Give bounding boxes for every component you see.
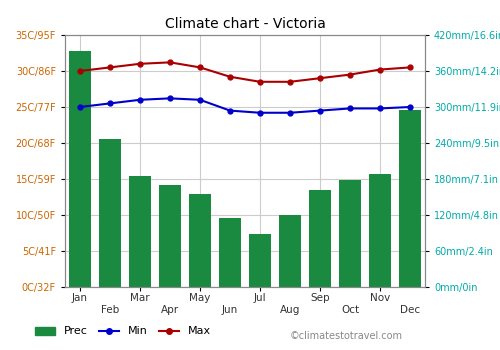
Bar (129, 176, 151, 287)
Bar (339, 180, 361, 287)
Bar (189, 194, 211, 287)
Text: ©climatestotravel.com: ©climatestotravel.com (290, 331, 403, 341)
Bar (309, 190, 331, 287)
Bar (399, 110, 421, 287)
Bar (219, 218, 241, 287)
Bar (249, 234, 271, 287)
Bar (279, 215, 301, 287)
Bar (99, 139, 121, 287)
Bar (69, 51, 91, 287)
Bar (369, 174, 391, 287)
Legend: Prec, Min, Max: Prec, Min, Max (30, 322, 215, 341)
Bar (159, 185, 181, 287)
Title: Climate chart - Victoria: Climate chart - Victoria (164, 17, 326, 31)
